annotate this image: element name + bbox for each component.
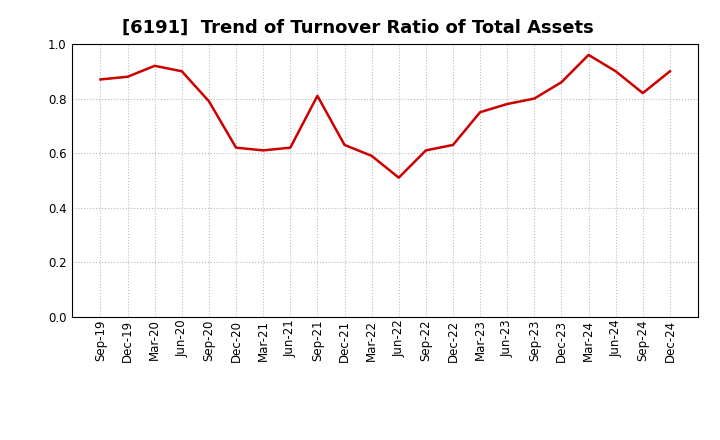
Text: [6191]  Trend of Turnover Ratio of Total Assets: [6191] Trend of Turnover Ratio of Total …	[122, 19, 594, 37]
